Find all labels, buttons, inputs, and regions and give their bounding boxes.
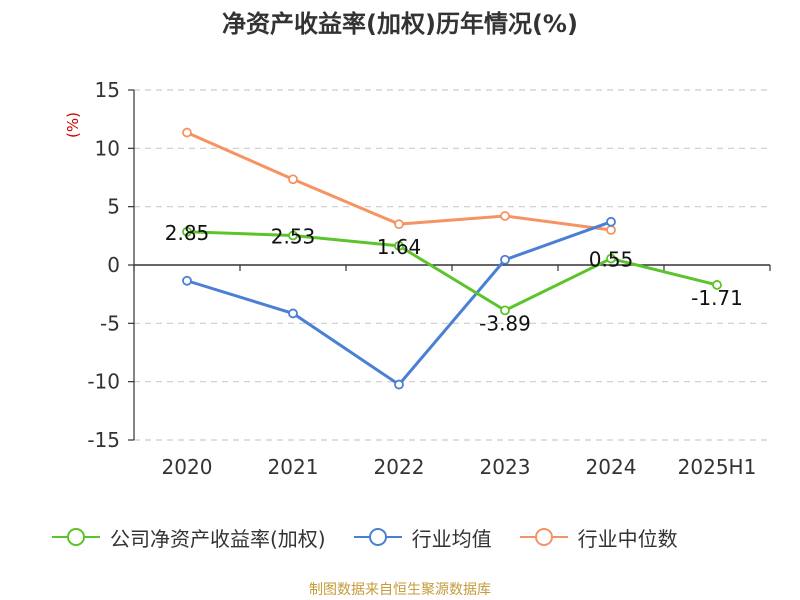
legend-item[interactable]: 公司净资产收益率(加权): [50, 523, 326, 552]
data-point: [500, 211, 510, 221]
legend-circle: [368, 528, 387, 546]
data-label: -1.71: [691, 286, 743, 310]
y-tick-label: 15: [95, 78, 120, 102]
data-point: [712, 280, 722, 290]
data-point: [182, 275, 192, 286]
legend-marker-icon: [52, 528, 100, 546]
legend-item[interactable]: 行业均值: [352, 523, 492, 552]
x-tick-label: 2020: [162, 455, 213, 479]
x-tick-label: 2023: [480, 455, 531, 479]
data-label: 2.85: [165, 221, 210, 245]
legend-circle: [67, 528, 85, 546]
data-label-layer: 2.85 2.53 1.64 -3.89 0.55 -1.71: [165, 221, 743, 336]
y-tick-label: -5: [100, 311, 120, 335]
data-point: [288, 174, 298, 185]
legend-label: 行业均值: [411, 526, 492, 551]
data-label: 1.64: [377, 235, 422, 259]
data-point: [606, 253, 616, 264]
series-line: [186, 131, 612, 232]
legend-label: 行业中位数: [577, 526, 678, 551]
data-point: [288, 308, 298, 319]
data-label: 2.53: [271, 224, 316, 248]
legend: 公司净资产收益率(加权) 行业均值 行业中位数: [50, 520, 704, 554]
x-tick-label: 2024: [586, 455, 637, 479]
y-axis-label: (%): [64, 112, 82, 138]
source-note: 制图数据来自恒生聚源数据库: [309, 582, 491, 598]
data-point: [182, 127, 192, 138]
y-tick-label: 0: [107, 253, 120, 277]
y-tick-label: 10: [95, 136, 120, 160]
data-label: -3.89: [479, 311, 531, 335]
x-tick-label: 2025H1: [678, 455, 757, 479]
series-line: [186, 230, 718, 312]
data-point: [288, 230, 298, 241]
y-tick-label: -10: [87, 370, 120, 394]
data-point: [500, 254, 510, 265]
x-tick-label: 2022: [374, 455, 425, 479]
x-tick-label: 2021: [268, 455, 319, 479]
legend-item[interactable]: 行业中位数: [518, 523, 678, 552]
series-layer: [182, 127, 722, 390]
data-point: [394, 379, 404, 390]
data-label: 0.55: [589, 248, 634, 272]
data-point: [606, 216, 616, 227]
data-point: [500, 305, 510, 316]
legend-label: 公司净资产收益率(加权): [110, 526, 326, 551]
axis-layer: 15 10 5 0 -5 -10 -15 2020 2021 2022 2023 2024 2025H1…: [64, 78, 771, 479]
legend-marker-icon: [519, 528, 568, 546]
y-tick-label: -15: [87, 428, 120, 452]
y-tick-label: 5: [107, 195, 120, 219]
chart-title: 净资产收益率(加权)历年情况(%): [222, 10, 578, 38]
data-point: [606, 225, 616, 235]
data-point: [182, 226, 192, 237]
grid-layer: [134, 89, 770, 441]
data-point: [394, 219, 404, 230]
data-point: [394, 240, 404, 251]
legend-circle: [534, 528, 553, 546]
legend-marker-icon: [353, 528, 402, 546]
